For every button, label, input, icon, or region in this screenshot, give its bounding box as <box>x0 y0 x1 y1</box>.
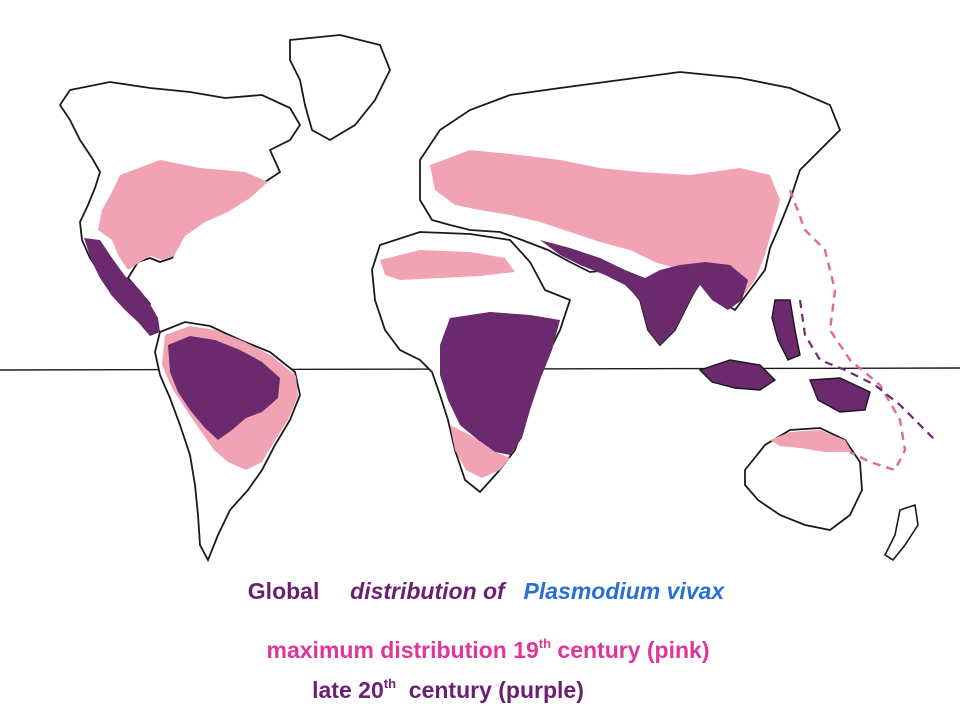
pink-south-africa <box>450 425 510 478</box>
legend-pink-sup: th <box>538 636 552 651</box>
purple-mexico <box>84 238 160 336</box>
australia-outline <box>744 427 863 531</box>
purple-south-asia <box>540 240 748 345</box>
title-distribution-of: distribution of <box>350 578 505 604</box>
legend-purple-text: late 20 <box>312 677 384 703</box>
purple-amazon <box>168 336 280 440</box>
legend-pink-text: maximum distribution 19 <box>266 637 539 663</box>
legend-pink-suffix: century (pink) <box>551 637 710 663</box>
world-map <box>0 34 960 563</box>
purple-new-guinea <box>808 377 871 413</box>
purple-philippines <box>771 299 801 361</box>
pink-north-america <box>98 160 268 270</box>
legend-purple-sup: th <box>383 676 397 691</box>
new-zealand-outline <box>883 503 919 562</box>
pink-australia <box>770 430 852 452</box>
purple-africa <box>440 312 560 455</box>
legend-pink-line: maximum distribution 19th century (pink) <box>8 636 960 664</box>
purple-dashed-boundary <box>798 299 936 441</box>
pink-eurasia <box>430 150 780 300</box>
greenland-outline <box>289 34 391 142</box>
pink-north-africa <box>380 250 515 280</box>
title-global: Global <box>247 578 320 604</box>
pink-dashed-boundary <box>788 189 907 472</box>
purple-indonesia <box>698 359 777 391</box>
legend-purple-suffix: century (purple) <box>396 677 584 703</box>
map-title: Global distribution of Plasmodium vivax <box>6 578 960 605</box>
title-species: Plasmodium vivax <box>523 578 725 604</box>
legend-purple-line: late 20th century (purple) <box>0 676 928 704</box>
